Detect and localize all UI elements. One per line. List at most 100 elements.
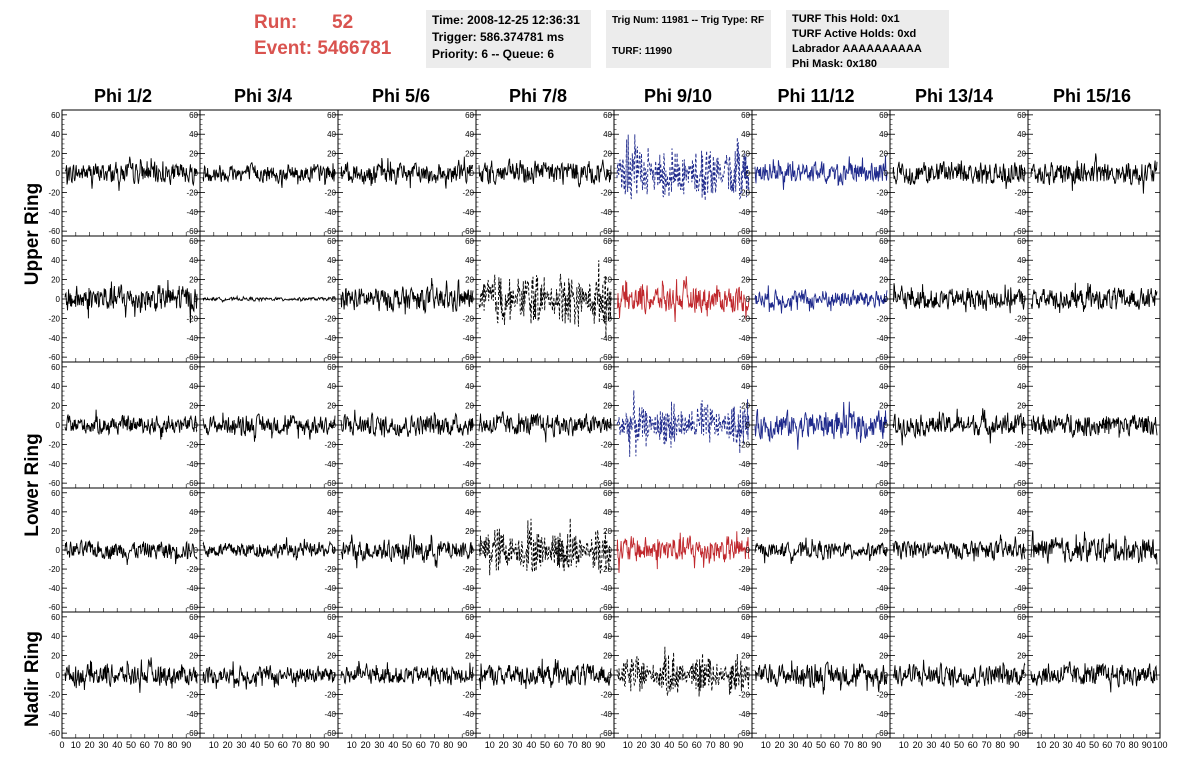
x-tick-label: 60 <box>554 740 564 750</box>
y-tick-label: 60 <box>51 237 60 246</box>
series-line <box>893 283 1026 314</box>
x-tick-label: 70 <box>292 740 302 750</box>
y-tick-label: 60 <box>465 111 474 120</box>
x-tick-label: 80 <box>857 740 867 750</box>
panel-frame <box>337 361 477 489</box>
y-tick-label: -40 <box>324 208 336 217</box>
y-tick-label: -20 <box>462 188 474 197</box>
y-tick-label: 20 <box>51 276 60 285</box>
trigger-text: Trigger: 586.374781 ms <box>432 30 565 44</box>
y-tick-label: -60 <box>186 729 198 738</box>
y-tick-label: -40 <box>1014 208 1026 217</box>
y-tick-label: -40 <box>186 710 198 719</box>
y-tick-label: 60 <box>879 111 888 120</box>
y-tick-label: 20 <box>741 402 750 411</box>
x-tick-label: 20 <box>499 740 509 750</box>
y-tick-label: -20 <box>324 690 336 699</box>
y-tick-label: -40 <box>738 334 750 343</box>
panel-r1-c5: -60 -40 -20 0 20 40 60 <box>738 235 891 363</box>
y-tick-label: -40 <box>600 208 612 217</box>
x-tick-label: 40 <box>664 740 674 750</box>
panel-r2-c7: -60 -40 -20 0 20 40 60 <box>1014 361 1161 489</box>
y-tick-label: -20 <box>876 314 888 323</box>
y-tick-label: 40 <box>465 130 474 139</box>
x-tick-label: 70 <box>430 740 440 750</box>
y-tick-label: 60 <box>741 237 750 246</box>
y-tick-label: 0 <box>746 671 751 680</box>
y-tick-label: -20 <box>186 314 198 323</box>
x-tick-label: 60 <box>968 740 978 750</box>
run-event-info: Run: 52 Event: 5466781 <box>254 10 391 62</box>
y-tick-label: 20 <box>327 527 336 536</box>
x-tick-label: 30 <box>1063 740 1073 750</box>
y-tick-label: -20 <box>324 565 336 574</box>
series-line <box>478 260 612 339</box>
x-tick-label: 70 <box>844 740 854 750</box>
trig-info-box: Trig Num: 11981 -- Trig Type: RF TURF: 1… <box>606 10 771 68</box>
panel-r3-c0: -60 -40 -20 0 20 40 60 <box>48 487 201 613</box>
y-tick-label: 60 <box>51 489 60 498</box>
y-tick-label: 0 <box>884 671 889 680</box>
y-tick-label: 60 <box>1017 489 1026 498</box>
panel-r3-c1: -60 -40 -20 0 20 40 60 <box>186 487 339 613</box>
y-tick-label: -40 <box>600 584 612 593</box>
phi-mask-text: Phi Mask: 0x180 <box>792 58 877 70</box>
x-tick-label: 80 <box>167 740 177 750</box>
y-tick-label: -60 <box>738 603 750 612</box>
panel-r2-c6: -60 -40 -20 0 20 40 60 <box>876 361 1029 489</box>
panel-r1-c6: -60 -40 -20 0 20 40 60 <box>876 235 1029 363</box>
y-tick-label: 0 <box>470 169 475 178</box>
y-tick-label: -60 <box>600 729 612 738</box>
panel-r3-c7: -60 -40 -20 0 20 40 60 <box>1014 487 1161 613</box>
x-tick-label: 30 <box>236 740 246 750</box>
x-tick-label: 20 <box>913 740 923 750</box>
y-tick-label: -40 <box>1014 584 1026 593</box>
x-tick-label: 20 <box>85 740 95 750</box>
series-line <box>616 531 750 573</box>
y-tick-label: 0 <box>332 671 337 680</box>
x-tick-label: 50 <box>540 740 550 750</box>
y-tick-label: 20 <box>603 527 612 536</box>
y-tick-label: 40 <box>465 382 474 391</box>
panel-r1-c3: -60 -40 -20 0 20 40 60 <box>462 235 615 363</box>
x-tick-label: 90 <box>181 740 191 750</box>
y-tick-label: -40 <box>186 584 198 593</box>
panel-r1-c0: -60 -40 -20 0 20 40 60 <box>48 235 201 363</box>
x-tick-label: 60 <box>140 740 150 750</box>
y-tick-label: 60 <box>1017 111 1026 120</box>
y-tick-label: -60 <box>186 479 198 488</box>
y-tick-label: 20 <box>1017 652 1026 661</box>
col-header-phi-13-14: Phi 13/14 <box>914 86 994 106</box>
panel-r4-c6: -60 -40 -20 0 20 40 60 <box>876 611 1029 739</box>
panel-r2-c5: -60 -40 -20 0 20 40 60 <box>738 361 891 489</box>
y-tick-label: 40 <box>51 382 60 391</box>
panel-r0-c1: -60 -40 -20 0 20 40 60 <box>186 109 339 237</box>
y-tick-label: 0 <box>1022 421 1027 430</box>
y-tick-label: -60 <box>324 353 336 362</box>
y-tick-label: 60 <box>879 363 888 372</box>
y-tick-label: -40 <box>324 460 336 469</box>
y-tick-label: 40 <box>603 632 612 641</box>
y-tick-label: 40 <box>51 130 60 139</box>
y-tick-label: -20 <box>738 440 750 449</box>
panel-r3-c5: -60 -40 -20 0 20 40 60 <box>738 487 891 613</box>
y-tick-label: -40 <box>1014 460 1026 469</box>
panel-r4-c3: -60 -40 -20 0 20 40 60 <box>462 611 615 739</box>
y-tick-label: 60 <box>327 111 336 120</box>
y-tick-label: 20 <box>741 150 750 159</box>
y-tick-label: -60 <box>876 479 888 488</box>
y-tick-label: 40 <box>603 382 612 391</box>
y-tick-label: 60 <box>189 111 198 120</box>
x-tick-label: 40 <box>250 740 260 750</box>
y-tick-label: 20 <box>741 276 750 285</box>
panel-r2-c3: -60 -40 -20 0 20 40 60 <box>462 361 615 489</box>
event-value: 5466781 <box>317 38 392 59</box>
y-tick-label: 20 <box>51 652 60 661</box>
x-tick-label: 60 <box>692 740 702 750</box>
trig-num-text: Trig Num: 11981 -- Trig Type: RF <box>612 15 765 26</box>
x-tick-label: 30 <box>926 740 936 750</box>
turf-hold-text: TURF This Hold: 0x1 <box>792 13 900 25</box>
x-tick-label: 10 <box>761 740 771 750</box>
y-tick-label: 40 <box>189 382 198 391</box>
y-tick-label: -60 <box>600 227 612 236</box>
